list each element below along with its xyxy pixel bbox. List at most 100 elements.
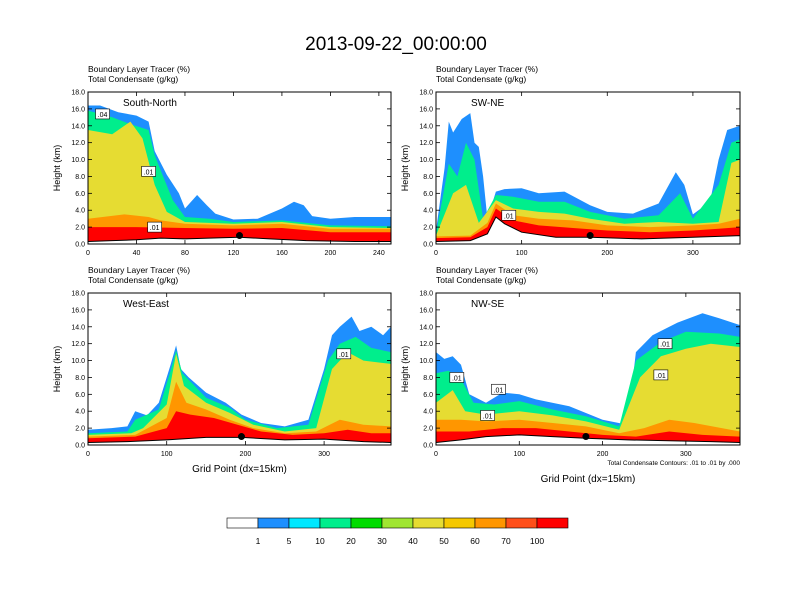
plot-frame: [435, 91, 741, 245]
contour-label-box: [653, 369, 669, 381]
y-tick-label: 6.0: [423, 392, 433, 399]
colorbar-box-0: [226, 517, 259, 529]
contour-label-box: [95, 108, 110, 120]
colorbar: 1 5 10 20 30 40 50 60 70 100: [226, 517, 569, 546]
x-tick-label: 100: [513, 451, 525, 458]
location-marker: [236, 232, 243, 240]
contour-label-box: [141, 166, 156, 177]
panel-0: .04 .01 .01 0.0 2.0 4.0 6.0 8.0 10.0 12.0 14.0 16.0…: [52, 64, 392, 257]
y-tick-label: 14.0: [71, 123, 85, 130]
contour-label-4: .01: [656, 373, 666, 380]
terrain: [88, 236, 391, 244]
y-tick-label: 2.0: [75, 225, 85, 232]
x-tick-label: 200: [325, 250, 337, 257]
colorbar-box-2: [288, 517, 321, 529]
left-string-condensate: Total Condensate (g/kg): [436, 74, 526, 84]
y-axis-label: Height (km): [400, 346, 410, 393]
colorbar-box-9: [505, 517, 538, 529]
left-string-tracer: Boundary Layer Tracer (%): [88, 64, 190, 74]
y-tick-label: 10.0: [71, 157, 85, 164]
contour-label-box: [657, 338, 673, 349]
contour-label-0: .01: [504, 213, 514, 220]
y-tick-label: 12.0: [71, 341, 85, 348]
contour-label-1: .01: [144, 169, 154, 176]
x-tick-label: 200: [601, 250, 613, 257]
x-tick-label: 120: [228, 250, 240, 257]
x-tick-label: 160: [276, 250, 288, 257]
location-marker: [586, 232, 594, 240]
shaded-layers: .01 .01 .01 .01 .01: [436, 313, 740, 445]
colorbar-label-4: 30: [377, 536, 387, 546]
x-tick-label: 300: [680, 451, 692, 458]
colorbar-label-0: 1: [256, 536, 261, 546]
y-tick-label: 12.0: [419, 140, 433, 147]
left-string-tracer: Boundary Layer Tracer (%): [436, 64, 538, 74]
y-tick-label: 12.0: [419, 341, 433, 348]
panel-label: NW-SE: [471, 299, 504, 310]
x-tick-label: 80: [181, 250, 189, 257]
contour-label-box: [449, 372, 465, 383]
y-tick-label: 2.0: [75, 426, 85, 433]
colorbar-box-8: [474, 517, 507, 529]
terrain: [88, 436, 391, 445]
x-tick-label: 0: [86, 250, 90, 257]
left-string-condensate: Total Condensate (g/kg): [436, 275, 526, 285]
colorbar-box-4: [350, 517, 383, 529]
colorbar-box-10: [536, 517, 569, 529]
contour-label-3: .01: [660, 342, 670, 349]
x-tick-label: 40: [133, 250, 141, 257]
y-tick-label: 14.0: [71, 324, 85, 331]
plot-frame: [435, 292, 741, 446]
x-tick-label: 200: [597, 451, 609, 458]
terrain: [436, 216, 740, 244]
colorbar-label-7: 60: [470, 536, 480, 546]
x-tick-label: 0: [434, 451, 438, 458]
x-tick-label: 300: [318, 451, 330, 458]
tracer-layer-2: [88, 121, 391, 244]
contour-label-0: .04: [98, 112, 108, 119]
y-tick-label: 0.0: [75, 443, 85, 450]
y-tick-label: 6.0: [75, 392, 85, 399]
x-axis-label: Grid Point (dx=15km): [541, 474, 636, 485]
shaded-layers: .04 .01 .01: [88, 105, 391, 244]
y-tick-label: 14.0: [419, 123, 433, 130]
x-tick-label: 200: [240, 451, 252, 458]
y-tick-label: 8.0: [423, 174, 433, 181]
x-tick-label: 0: [86, 451, 90, 458]
tracer-layer-4: [88, 411, 391, 445]
y-tick-label: 4.0: [75, 409, 85, 416]
y-tick-label: 10.0: [419, 358, 433, 365]
colorbar-box-3: [319, 517, 352, 529]
colorbar-box-1: [257, 517, 290, 529]
left-string-tracer: Boundary Layer Tracer (%): [436, 265, 538, 275]
y-tick-label: 8.0: [75, 375, 85, 382]
panel-label: West-East: [123, 299, 169, 310]
y-tick-label: 6.0: [75, 191, 85, 198]
x-tick-label: 0: [434, 250, 438, 257]
colorbar-box-5: [381, 517, 414, 529]
figure-title: 2013-09-22_00:00:00: [305, 34, 487, 55]
left-string-condensate: Total Condensate (g/kg): [88, 74, 178, 84]
contour-label-box: [336, 348, 352, 360]
y-tick-label: 0.0: [423, 242, 433, 249]
y-tick-label: 16.0: [419, 106, 433, 113]
shaded-layers: .01: [436, 113, 740, 244]
y-tick-label: 8.0: [75, 174, 85, 181]
x-tick-label: 240: [373, 250, 385, 257]
contour-label-0: .01: [339, 352, 349, 359]
contour-label-0: .01: [452, 375, 462, 382]
colorbar-label-8: 70: [501, 536, 511, 546]
contour-label-box: [147, 221, 162, 233]
panel-3: .01 .01 .01 .01 .01 0.0 2.0 4.0 6.0 8.0 10.0 12.0 14…: [400, 265, 741, 485]
contour-label-2: .01: [150, 225, 160, 232]
y-tick-label: 2.0: [423, 225, 433, 232]
colorbar-label-9: 100: [530, 536, 544, 546]
colorbar-box-6: [412, 517, 445, 529]
y-tick-label: 2.0: [423, 426, 433, 433]
x-tick-label: 100: [516, 250, 528, 257]
plot-frame: [87, 292, 392, 446]
colorbar-box-7: [443, 517, 476, 529]
y-tick-label: 10.0: [419, 157, 433, 164]
panel-label: SW-NE: [471, 98, 504, 109]
